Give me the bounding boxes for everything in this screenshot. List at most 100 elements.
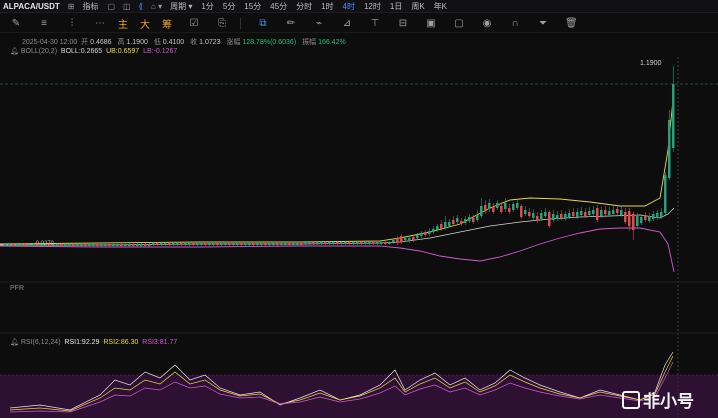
- candle: [168, 243, 171, 245]
- interval-4h[interactable]: 4时: [342, 1, 355, 11]
- candle: [244, 243, 247, 245]
- candle: [544, 212, 547, 216]
- candle: [344, 242, 347, 244]
- interval-week[interactable]: 周K: [411, 1, 425, 11]
- candle: [40, 244, 43, 246]
- calendar-icon[interactable]: ▢: [107, 1, 116, 11]
- settings-sliders-icon[interactable]: ⫶: [70, 18, 74, 29]
- candle: [172, 243, 175, 245]
- candle: [600, 210, 603, 216]
- high-value: 1.1900: [126, 39, 148, 46]
- candle: [332, 242, 335, 244]
- candle: [420, 233, 423, 236]
- interval-15m[interactable]: 15分: [244, 1, 262, 11]
- candle: [292, 243, 295, 245]
- candle: [584, 212, 587, 216]
- big-order-toggle[interactable]: 大: [140, 20, 150, 31]
- indicators-icon[interactable]: ⊞: [67, 1, 75, 11]
- eye-icon[interactable]: ◉: [482, 18, 492, 29]
- candle: [628, 211, 631, 226]
- interval-year[interactable]: 年K: [433, 1, 448, 11]
- chart-type-icon[interactable]: ⌂ ▾: [151, 1, 163, 11]
- period-dropdown[interactable]: 周期 ▾: [170, 1, 193, 11]
- candle: [184, 243, 187, 245]
- compare-icon[interactable]: ⎘: [218, 18, 226, 29]
- measure-icon[interactable]: ⊟: [398, 18, 408, 29]
- interval-1m[interactable]: 1分: [201, 1, 214, 11]
- boll-lb: LB:-0.1267: [143, 48, 178, 55]
- replay-icon[interactable]: ⟪: [138, 1, 144, 11]
- candle: [364, 242, 367, 244]
- candle: [52, 244, 55, 246]
- candle: [208, 243, 211, 245]
- rsi1-value: RSI1:92.29: [64, 339, 100, 346]
- candle: [460, 221, 463, 224]
- candle: [480, 206, 483, 216]
- interval-12h[interactable]: 12时: [363, 1, 381, 11]
- low-label: 低: [153, 39, 161, 46]
- ruler-icon[interactable]: ⊿: [342, 18, 352, 29]
- candle: [60, 244, 63, 246]
- more-icon[interactable]: ⋯: [95, 18, 105, 29]
- ohlc-info: 2025-04-30 12:00 开 0.4686 高 1.1900 低 0.4…: [22, 37, 350, 47]
- rsi1-line: [9, 351, 674, 411]
- brush-icon[interactable]: ⌁: [315, 18, 323, 29]
- top-toolbar: ALPACA/USDT ⊞ 指标 ▢ ◫ ⟪ ⌂ ▾ 周期 ▾ 1分 5分 15…: [0, 0, 718, 13]
- lock-icon[interactable]: ▢: [454, 18, 464, 29]
- candle: [384, 242, 387, 244]
- logo-icon: [622, 391, 640, 409]
- main-chart-toggle[interactable]: 主: [118, 20, 128, 31]
- watermark-logo: 非小号: [622, 387, 694, 412]
- candle: [468, 217, 471, 221]
- checkbox-icon[interactable]: ☑: [189, 18, 199, 29]
- rsi-legend[interactable]: 🔔︎ RSI(6,12,24) RSI1:92.29 RSI2:86.30 RS…: [10, 338, 177, 346]
- candle: [24, 244, 27, 246]
- bell-icon[interactable]: 🔔︎: [10, 339, 19, 346]
- candle: [148, 244, 151, 246]
- candle: [216, 243, 219, 245]
- candle: [472, 218, 475, 222]
- high-label: 高: [117, 39, 125, 46]
- interval-1h[interactable]: 1时: [321, 1, 334, 11]
- candle: [660, 212, 663, 217]
- indicators-button[interactable]: 指标: [82, 1, 99, 11]
- bell-icon[interactable]: 🔔︎: [10, 48, 19, 55]
- image-icon[interactable]: ▣: [426, 18, 436, 29]
- change-label: 涨幅: [226, 39, 241, 46]
- layout-icon[interactable]: ◫: [123, 1, 131, 11]
- candle: [8, 244, 11, 246]
- boll-legend[interactable]: 🔔︎ BOLL(20,2) BOLL:0.2665 UB:0.6597 LB:-…: [10, 47, 177, 55]
- filter-icon[interactable]: ⏷: [539, 18, 547, 29]
- candle: [120, 244, 123, 246]
- candle: [492, 207, 495, 212]
- candle: [44, 244, 47, 246]
- candle: [528, 212, 531, 216]
- candle: [608, 211, 611, 215]
- interval-45m[interactable]: 45分: [270, 1, 288, 11]
- boll-name: BOLL(20,2): [20, 48, 58, 55]
- hline-icon[interactable]: ≡: [41, 18, 47, 29]
- trash-icon[interactable]: 🗑: [565, 18, 578, 29]
- candle: [276, 243, 279, 245]
- chip-toggle[interactable]: 筹: [162, 20, 172, 31]
- candle: [56, 244, 59, 246]
- boll-upper-line: [0, 89, 675, 245]
- candle: [192, 243, 195, 245]
- interval-5m[interactable]: 5分: [222, 1, 236, 11]
- interval-1d[interactable]: 1日: [389, 1, 403, 11]
- copy-icon[interactable]: ⧉: [259, 18, 267, 29]
- pen-icon[interactable]: ✏: [286, 18, 296, 29]
- candle: [644, 215, 647, 220]
- draw-line-icon[interactable]: ✎: [11, 18, 21, 29]
- pfr-label[interactable]: PFR: [10, 285, 24, 292]
- interval-timeshare[interactable]: 分时: [296, 1, 313, 11]
- text-tool-icon[interactable]: ⊤: [370, 18, 380, 29]
- rsi2-line: [9, 355, 674, 412]
- candle: [500, 206, 503, 212]
- candle: [520, 206, 523, 217]
- symbol-title[interactable]: ALPACA/USDT: [3, 1, 60, 11]
- candle: [368, 242, 371, 244]
- magnet-icon[interactable]: ∩: [511, 18, 519, 29]
- candle: [92, 244, 95, 246]
